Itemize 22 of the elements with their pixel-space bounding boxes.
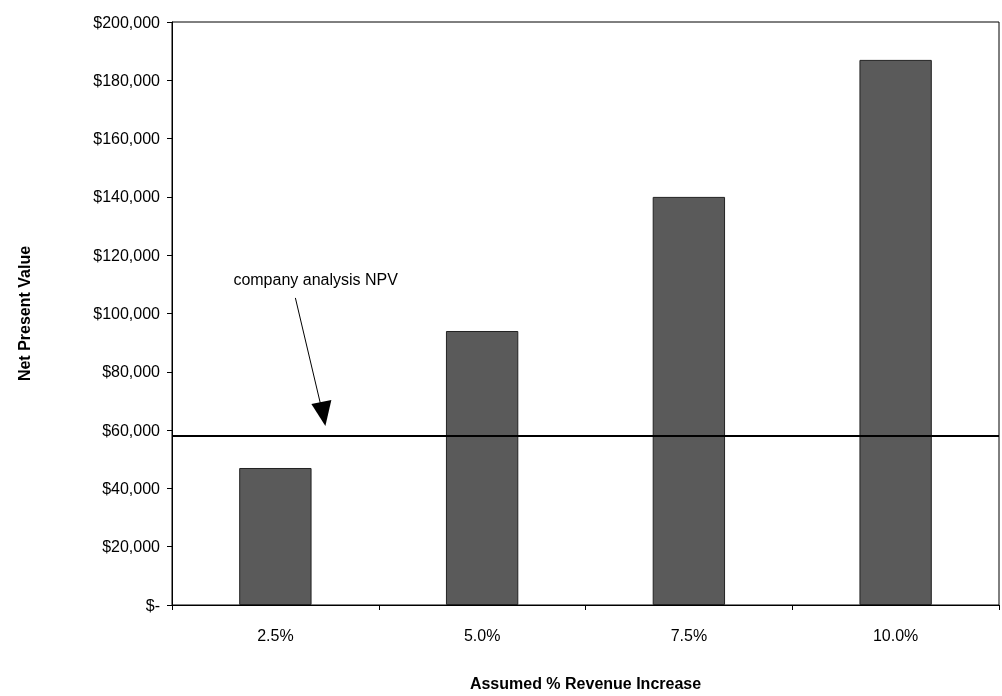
y-axis-title: Net Present Value [15, 245, 33, 382]
y-tick-label: $200,000 [93, 13, 161, 31]
bar [859, 59, 932, 605]
bar [652, 196, 726, 605]
x-tick-label: 7.5% [670, 626, 708, 644]
x-tick-label: 10.0% [872, 626, 919, 644]
y-tick-label: $120,000 [93, 246, 161, 264]
y-tick-label: $160,000 [93, 130, 161, 148]
y-tick-label: $180,000 [93, 71, 161, 89]
y-tick-label: $100,000 [93, 305, 161, 322]
x-tick-label: 2.5% [257, 626, 294, 644]
y-tick-label: $- [145, 596, 160, 614]
y-tick-label: $20,000 [102, 538, 161, 556]
y-tick-label: $60,000 [102, 421, 161, 439]
x-tick-label: 5.0% [463, 626, 501, 644]
ref-line-label: company analysis NPV [233, 270, 398, 289]
bar [239, 468, 312, 605]
y-tick-label: $40,000 [102, 479, 161, 497]
y-tick-label: $80,000 [102, 363, 161, 381]
x-axis-title: Assumed % Revenue Increase [469, 674, 702, 692]
bar [445, 330, 519, 605]
y-tick-label: $140,000 [93, 188, 161, 206]
